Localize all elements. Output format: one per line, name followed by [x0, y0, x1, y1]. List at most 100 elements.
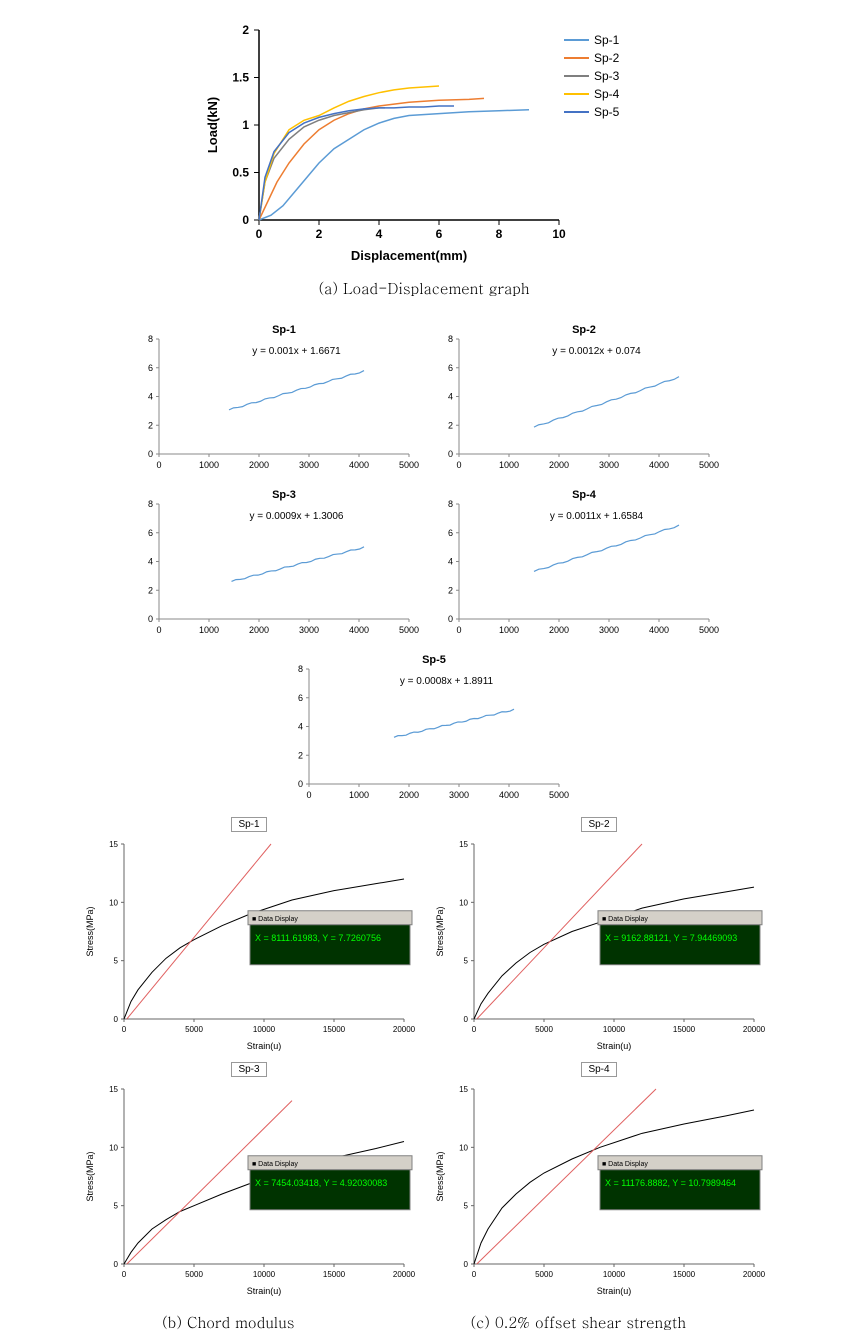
chord-panel-2: 01000200030004000500002468Sp-2y = 0.0012… — [424, 319, 724, 484]
svg-text:20000: 20000 — [393, 1025, 416, 1034]
svg-text:6: 6 — [448, 363, 453, 373]
svg-text:4000: 4000 — [499, 790, 519, 800]
svg-text:4: 4 — [448, 392, 453, 402]
svg-text:3000: 3000 — [599, 625, 619, 635]
chord-modulus-grid: 01000200030004000500002468Sp-1y = 0.001x… — [124, 319, 724, 814]
svg-text:Sp-4: Sp-4 — [594, 87, 620, 101]
svg-text:2: 2 — [316, 227, 323, 241]
svg-text:6: 6 — [436, 227, 443, 241]
svg-text:■ Data Display: ■ Data Display — [252, 1161, 298, 1168]
svg-text:20000: 20000 — [743, 1270, 766, 1279]
svg-text:1000: 1000 — [349, 790, 369, 800]
svg-text:6: 6 — [298, 693, 303, 703]
svg-text:X = 11176.8882, Y = 10.7989464: X = 11176.8882, Y = 10.7989464 — [605, 1178, 736, 1188]
svg-text:Stress(MPa): Stress(MPa) — [85, 1151, 95, 1201]
svg-text:X = 9162.88121, Y = 7.94469093: X = 9162.88121, Y = 7.94469093 — [605, 933, 737, 943]
svg-text:5: 5 — [464, 957, 469, 966]
svg-text:2000: 2000 — [249, 625, 269, 635]
svg-text:10: 10 — [459, 898, 468, 907]
svg-text:10000: 10000 — [603, 1025, 626, 1034]
chord-panel-3: 01000200030004000500002468Sp-3y = 0.0009… — [124, 484, 424, 649]
svg-text:15: 15 — [459, 1085, 468, 1094]
caption-a: (a) Load-Displacement graph — [10, 278, 838, 299]
svg-text:0: 0 — [456, 460, 461, 470]
svg-text:2000: 2000 — [549, 625, 569, 635]
svg-text:0: 0 — [242, 213, 249, 227]
svg-text:4000: 4000 — [649, 460, 669, 470]
svg-text:10000: 10000 — [603, 1270, 626, 1279]
svg-text:15000: 15000 — [323, 1025, 346, 1034]
svg-text:0: 0 — [448, 449, 453, 459]
svg-text:Sp-2: Sp-2 — [594, 51, 620, 65]
chord-panel-1: 01000200030004000500002468Sp-1y = 0.001x… — [124, 319, 424, 484]
svg-text:6: 6 — [148, 363, 153, 373]
svg-text:y = 0.001x + 1.6671: y = 0.001x + 1.6671 — [252, 346, 341, 357]
svg-text:Stress(MPa): Stress(MPa) — [85, 906, 95, 956]
svg-text:5000: 5000 — [535, 1270, 553, 1279]
svg-text:0: 0 — [456, 625, 461, 635]
svg-text:2: 2 — [242, 23, 249, 37]
svg-text:2000: 2000 — [399, 790, 419, 800]
svg-text:20000: 20000 — [743, 1025, 766, 1034]
svg-text:2: 2 — [298, 750, 303, 760]
svg-text:0: 0 — [464, 1260, 469, 1269]
panel-title: Sp-1 — [231, 817, 266, 832]
svg-text:4: 4 — [148, 557, 153, 567]
svg-text:1.5: 1.5 — [232, 71, 249, 85]
svg-text:20000: 20000 — [393, 1270, 416, 1279]
svg-text:5000: 5000 — [699, 460, 719, 470]
load-displacement-chart: 024681000.511.52Displacement(mm)Load(kN)… — [199, 10, 649, 270]
caption-c: (c) 0.2% offset shear strength — [470, 1312, 686, 1333]
svg-text:Sp-4: Sp-4 — [572, 489, 597, 501]
svg-text:Sp-2: Sp-2 — [572, 324, 596, 336]
svg-text:10: 10 — [109, 898, 118, 907]
svg-text:0: 0 — [122, 1025, 127, 1034]
svg-text:0: 0 — [472, 1025, 477, 1034]
svg-text:8: 8 — [148, 499, 153, 509]
svg-text:15000: 15000 — [323, 1270, 346, 1279]
svg-text:10: 10 — [552, 227, 566, 241]
svg-text:0: 0 — [256, 227, 263, 241]
svg-text:0: 0 — [114, 1260, 119, 1269]
panel-title: Sp-3 — [231, 1062, 266, 1077]
svg-text:0: 0 — [472, 1270, 477, 1279]
offset-panel-1: Sp-105000100001500020000051015Strain(u)S… — [74, 814, 424, 1059]
svg-text:5000: 5000 — [399, 460, 419, 470]
svg-text:1000: 1000 — [199, 625, 219, 635]
svg-text:4000: 4000 — [349, 625, 369, 635]
svg-text:y = 0.0009x + 1.3006: y = 0.0009x + 1.3006 — [250, 511, 344, 522]
svg-text:Stress(MPa): Stress(MPa) — [435, 1151, 445, 1201]
svg-text:3000: 3000 — [599, 460, 619, 470]
offset-panel-4: Sp-405000100001500020000051015Strain(u)S… — [424, 1059, 774, 1304]
svg-text:5: 5 — [114, 1202, 119, 1211]
svg-text:Load(kN): Load(kN) — [205, 97, 220, 153]
svg-text:Strain(u): Strain(u) — [597, 1286, 632, 1296]
offset-shear-grid: Sp-105000100001500020000051015Strain(u)S… — [74, 814, 774, 1304]
svg-text:y = 0.0012x + 0.074: y = 0.0012x + 0.074 — [552, 346, 641, 357]
svg-text:10000: 10000 — [253, 1270, 276, 1279]
svg-text:Sp-1: Sp-1 — [594, 33, 620, 47]
svg-text:15: 15 — [459, 840, 468, 849]
svg-text:Displacement(mm): Displacement(mm) — [351, 248, 467, 263]
svg-text:0: 0 — [448, 614, 453, 624]
svg-text:■ Data Display: ■ Data Display — [602, 916, 648, 923]
caption-b: (b) Chord modulus — [162, 1312, 294, 1333]
svg-text:0: 0 — [306, 790, 311, 800]
svg-text:15: 15 — [109, 840, 118, 849]
svg-text:4000: 4000 — [349, 460, 369, 470]
svg-text:8: 8 — [448, 334, 453, 344]
svg-text:8: 8 — [448, 499, 453, 509]
svg-text:2000: 2000 — [249, 460, 269, 470]
svg-text:0: 0 — [122, 1270, 127, 1279]
svg-text:Strain(u): Strain(u) — [597, 1041, 632, 1051]
svg-text:4: 4 — [376, 227, 383, 241]
svg-text:2: 2 — [448, 585, 453, 595]
svg-text:3000: 3000 — [449, 790, 469, 800]
svg-text:2: 2 — [148, 585, 153, 595]
svg-text:0: 0 — [148, 449, 153, 459]
svg-text:1000: 1000 — [499, 460, 519, 470]
svg-text:10: 10 — [459, 1143, 468, 1152]
svg-text:y = 0.0011x + 1.6584: y = 0.0011x + 1.6584 — [550, 511, 644, 522]
svg-text:5000: 5000 — [549, 790, 569, 800]
svg-text:3000: 3000 — [299, 625, 319, 635]
